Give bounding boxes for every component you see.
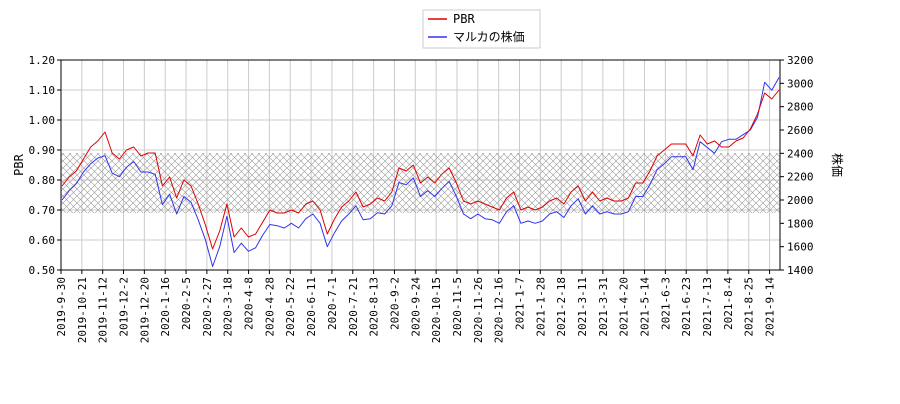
x-axis-ticks: 2019-9-30 2019-10-21 2019-11-12 2019-12-2 20…: [55, 270, 777, 343]
legend-label-stock: マルカの株価: [453, 29, 525, 44]
x-tick-label: 2021-3-31: [597, 277, 610, 337]
x-tick-label: 2019-9-30: [55, 277, 68, 337]
y2-tick-label: 3200: [787, 54, 814, 67]
x-tick-label: 2020-2-27: [201, 277, 214, 337]
x-tick-label: 2020-7-21: [347, 277, 360, 337]
x-tick-label: 2020-11-26: [472, 277, 485, 343]
x-tick-label: 2020-9-2: [388, 277, 401, 330]
y-tick-label: 0.70: [29, 204, 56, 217]
y2-axis-ticks: 1400 1600 1800 2000 2200 2400 2600 2800 3000 3200: [780, 54, 814, 277]
y2-tick-label: 2000: [787, 194, 814, 207]
y2-tick-label: 1800: [787, 217, 814, 230]
x-tick-label: 2019-12-2: [118, 277, 131, 337]
x-tick-label: 2021-7-13: [701, 277, 714, 337]
x-tick-label: 2020-8-13: [368, 277, 381, 337]
y-tick-label: 0.90: [29, 144, 56, 157]
y-tick-label: 1.20: [29, 54, 56, 67]
y-axis-ticks: 0.50 0.60 0.70 0.80 0.90 1.00 1.10 1.20: [29, 54, 61, 277]
y-tick-label: 1.10: [29, 84, 56, 97]
x-tick-label: 2020-5-22: [284, 277, 297, 337]
plot-frame: [60, 59, 781, 271]
x-tick-label: 2020-12-16: [493, 277, 506, 343]
x-tick-label: 2021-9-14: [764, 277, 777, 337]
x-tick-label: 2020-4-28: [263, 277, 276, 337]
x-tick-label: 2020-3-18: [222, 277, 235, 337]
y2-tick-label: 2200: [787, 171, 814, 184]
y-tick-label: 0.60: [29, 234, 56, 247]
x-tick-label: 2021-6-23: [680, 277, 693, 337]
x-tick-label: 2019-11-12: [97, 277, 110, 343]
legend-label-pbr: PBR: [453, 12, 475, 26]
y2-tick-label: 1400: [787, 264, 814, 277]
x-tick-label: 2021-4-20: [618, 277, 631, 337]
x-tick-label: 2020-4-8: [243, 277, 256, 330]
y-tick-label: 0.50: [29, 264, 56, 277]
x-tick-label: 2020-7-1: [326, 277, 339, 330]
x-tick-label: 2020-11-5: [451, 277, 464, 337]
x-tick-label: 2021-8-4: [722, 277, 735, 330]
x-tick-label: 2021-3-11: [576, 277, 589, 337]
x-tick-label: 2019-12-20: [138, 277, 151, 343]
y-tick-label: 1.00: [29, 114, 56, 127]
y2-tick-label: 2400: [787, 147, 814, 160]
y2-tick-label: 3000: [787, 77, 814, 90]
x-tick-label: 2021-6-3: [659, 277, 672, 330]
x-tick-label: 2020-2-5: [180, 277, 193, 330]
x-tick-label: 2021-1-7: [513, 277, 526, 330]
x-tick-label: 2019-10-21: [76, 277, 89, 343]
y-axis-label: PBR: [12, 153, 26, 175]
x-tick-label: 2020-10-15: [430, 277, 443, 343]
x-tick-label: 2021-5-14: [639, 277, 652, 337]
legend-box: [422, 9, 541, 49]
x-tick-label: 2021-2-18: [555, 277, 568, 337]
x-tick-label: 2021-1-28: [534, 277, 547, 337]
legend: PBR マルカの株価: [422, 9, 541, 49]
x-tick-label: 2021-8-25: [743, 277, 756, 337]
y2-tick-label: 2600: [787, 124, 814, 137]
y-tick-label: 0.80: [29, 174, 56, 187]
x-tick-label: 2020-6-11: [305, 277, 318, 337]
y2-axis-label: 株価: [830, 153, 845, 177]
y2-tick-label: 1600: [787, 241, 814, 254]
x-tick-label: 2020-1-16: [159, 277, 172, 337]
x-tick-label: 2020-9-24: [409, 277, 422, 337]
stock-price-line: [61, 77, 780, 267]
series-layer: [61, 77, 780, 267]
y2-tick-label: 2800: [787, 101, 814, 114]
pbr-line: [61, 89, 780, 250]
